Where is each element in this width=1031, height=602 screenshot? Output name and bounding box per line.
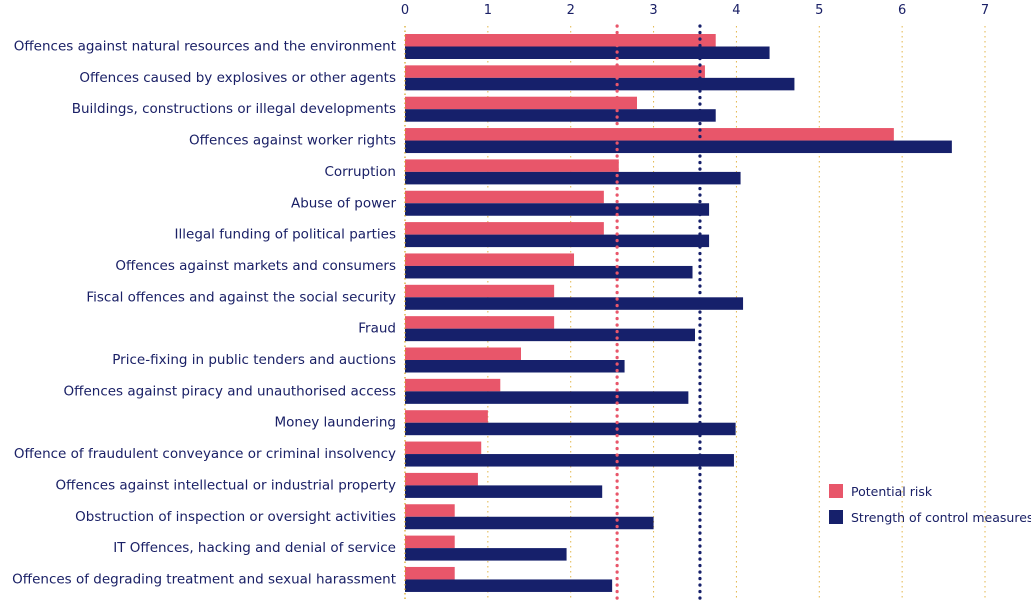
category-label: Money laundering	[275, 415, 397, 431]
x-tick-label: 5	[815, 3, 823, 18]
bar-potential-risk	[405, 316, 555, 329]
category-label: Offences caused by explosives or other a…	[79, 70, 396, 86]
category-label: Corruption	[324, 164, 396, 180]
reference-lines	[615, 24, 702, 602]
bar-control-strength	[405, 171, 741, 185]
category-label: Fraud	[358, 321, 396, 337]
category-label: Offences against natural resources and t…	[14, 39, 396, 55]
category-label: IT Offences, hacking and denial of servi…	[113, 540, 396, 556]
bar-control-strength	[405, 328, 695, 342]
bar-control-strength	[405, 391, 689, 404]
category-label: Obstruction of inspection or oversight a…	[75, 509, 396, 525]
category-label: Buildings, constructions or illegal deve…	[72, 101, 396, 117]
bar-potential-risk	[405, 347, 521, 360]
bar-potential-risk	[405, 65, 705, 78]
x-tick-label: 7	[981, 3, 989, 18]
bar-control-strength	[405, 203, 710, 216]
x-tick-label: 6	[898, 3, 906, 18]
legend-swatch-potential-risk	[829, 484, 843, 498]
bar-control-strength	[405, 265, 693, 279]
legend: Potential risk Strength of control measu…	[829, 484, 1031, 525]
x-tick-label: 4	[732, 3, 740, 18]
bar-control-strength	[405, 46, 770, 59]
bar-control-strength	[405, 454, 734, 467]
legend-label-control-strength: Strength of control measures	[851, 510, 1031, 525]
bar-potential-risk	[405, 34, 716, 47]
bar-potential-risk	[405, 378, 501, 392]
bar-potential-risk	[405, 566, 455, 580]
category-labels: Offences against natural resources and t…	[12, 39, 396, 588]
category-label: Offences against markets and consumers	[115, 258, 396, 274]
bar-potential-risk	[405, 159, 619, 172]
category-label: Offence of fraudulent conveyance or crim…	[14, 446, 396, 462]
bar-control-strength	[405, 485, 603, 498]
bar-control-strength	[405, 579, 613, 592]
bar-control-strength	[405, 140, 952, 154]
category-label: Offences against worker rights	[189, 133, 396, 149]
category-label: Price-fixing in public tenders and aucti…	[112, 352, 396, 368]
bar-potential-risk	[405, 284, 555, 298]
bar-potential-risk	[405, 472, 478, 486]
legend-label-potential-risk: Potential risk	[851, 484, 933, 499]
bar-potential-risk	[405, 222, 604, 235]
bar-control-strength	[405, 297, 744, 310]
bar-control-strength	[405, 77, 795, 91]
category-label: Abuse of power	[291, 195, 396, 211]
legend-swatch-control-strength	[829, 510, 843, 524]
bar-control-strength	[405, 548, 567, 561]
x-tick-label: 3	[649, 3, 657, 18]
category-label: Illegal funding of political parties	[175, 227, 396, 243]
bar-potential-risk	[405, 441, 482, 455]
bar-potential-risk	[405, 128, 894, 141]
category-label: Offences of degrading treatment and sexu…	[12, 571, 396, 587]
bar-control-strength	[405, 234, 710, 248]
category-label: Offences against piracy and unauthorised…	[64, 383, 396, 399]
bar-control-strength	[405, 516, 654, 530]
bar-potential-risk	[405, 535, 455, 549]
x-tick-label: 1	[484, 3, 492, 18]
category-label: Offences against intellectual or industr…	[56, 477, 396, 493]
bar-potential-risk	[405, 190, 604, 204]
bars	[405, 34, 952, 592]
x-axis-ticks: 0 1 2 3 4 5 6 7	[401, 3, 989, 18]
x-tick-label: 0	[401, 3, 409, 18]
bar-potential-risk	[405, 410, 488, 423]
bar-potential-risk	[405, 504, 455, 517]
bar-potential-risk	[405, 253, 575, 266]
category-label: Fiscal offences and against the social s…	[86, 289, 396, 305]
x-tick-label: 2	[567, 3, 575, 18]
bar-potential-risk	[405, 96, 637, 110]
bar-control-strength	[405, 109, 716, 122]
bar-control-strength	[405, 360, 625, 373]
bar-control-strength	[405, 422, 736, 436]
